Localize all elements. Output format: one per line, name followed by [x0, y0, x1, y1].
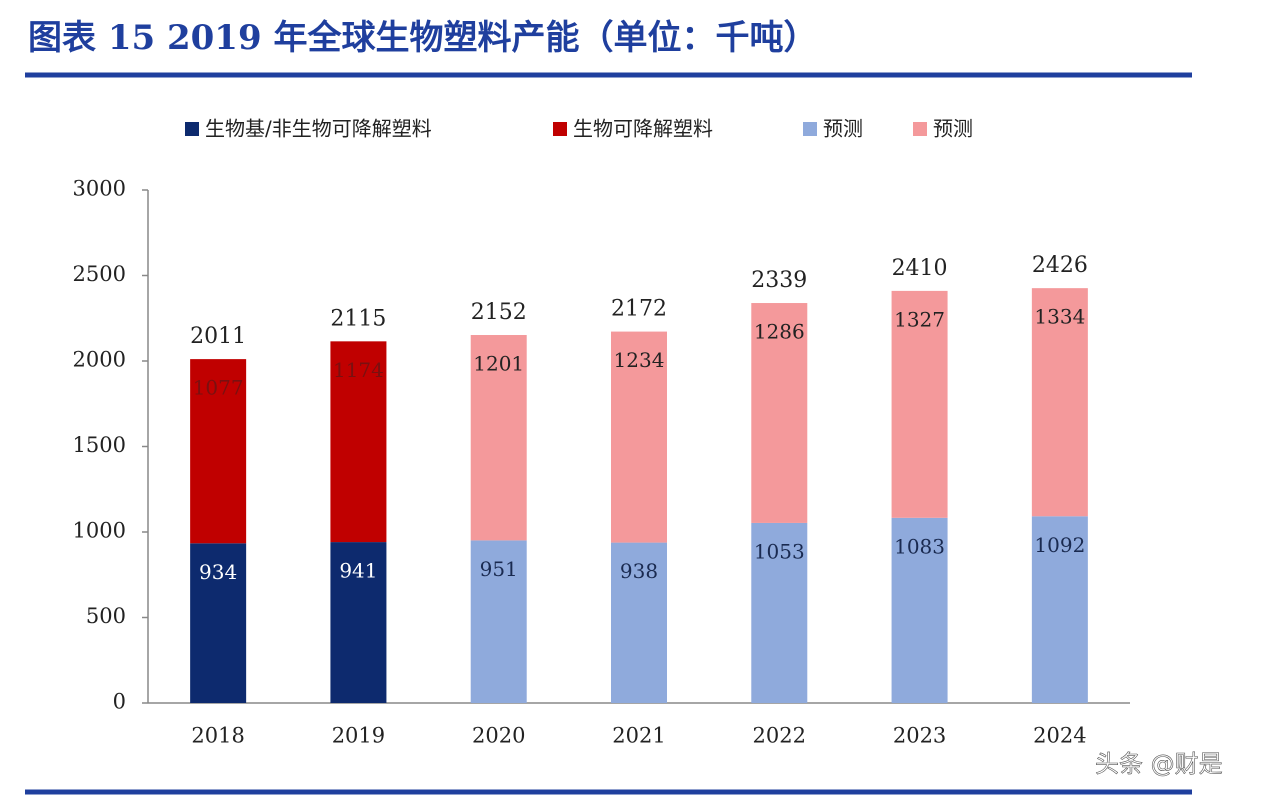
legend-label: 生物可降解塑料 — [573, 117, 713, 141]
total-label: 2339 — [751, 268, 807, 293]
bar-segment — [1031, 288, 1088, 517]
value-label: 934 — [199, 560, 237, 584]
value-label: 1174 — [333, 358, 384, 382]
bar-segment — [891, 290, 948, 518]
value-label: 938 — [620, 559, 658, 583]
value-label: 1201 — [473, 352, 524, 376]
value-label: 1234 — [614, 348, 665, 372]
value-label: 1286 — [754, 320, 805, 344]
bar-segment — [470, 540, 527, 703]
value-label: 1077 — [193, 376, 244, 400]
y-tick-label: 1000 — [73, 519, 126, 543]
y-tick-label: 500 — [86, 604, 126, 628]
x-tick-label: 2024 — [1033, 724, 1086, 748]
total-label: 2152 — [471, 300, 527, 325]
value-label: 941 — [339, 559, 377, 583]
legend-label: 预测 — [933, 117, 973, 141]
y-tick-label: 3000 — [73, 177, 126, 201]
y-tick-label: 0 — [113, 690, 126, 714]
bar-segment — [751, 522, 808, 703]
bar-segment — [1031, 516, 1088, 703]
y-tick-label: 1500 — [73, 433, 126, 457]
legend-label: 生物基/非生物可降解塑料 — [205, 117, 432, 141]
total-label: 2426 — [1032, 253, 1088, 278]
total-label: 2115 — [330, 306, 386, 331]
x-tick-label: 2021 — [612, 724, 665, 748]
watermark: 头条 @财是 — [1095, 750, 1223, 778]
bar-segment — [190, 543, 247, 703]
bar-segment — [611, 542, 667, 703]
value-label: 1327 — [894, 307, 945, 331]
legend-swatch — [913, 122, 927, 136]
x-tick-label: 2022 — [753, 724, 806, 748]
legend-swatch — [553, 122, 567, 136]
y-tick-label: 2000 — [73, 348, 126, 372]
x-tick-label: 2019 — [332, 724, 385, 748]
value-label: 1092 — [1034, 533, 1085, 557]
bar-segment — [751, 303, 808, 523]
bar-segment — [470, 335, 527, 541]
bar-segment — [891, 517, 948, 703]
x-tick-label: 2020 — [472, 724, 525, 748]
bar-segment — [190, 359, 247, 544]
y-tick-label: 2500 — [73, 262, 126, 286]
total-label: 2410 — [892, 256, 948, 281]
legend-swatch — [185, 122, 199, 136]
legend-label: 预测 — [823, 117, 863, 141]
legend-swatch — [803, 122, 817, 136]
value-label: 1083 — [894, 534, 945, 558]
bar-segment — [330, 542, 387, 703]
bar-segment — [330, 341, 387, 543]
value-label: 1053 — [754, 539, 805, 563]
x-tick-label: 2023 — [893, 724, 946, 748]
bar-segment — [611, 331, 667, 543]
chart-title: 图表 15 2019 年全球生物塑料产能（单位：千吨） — [28, 18, 817, 58]
x-tick-label: 2018 — [191, 724, 244, 748]
total-label: 2172 — [611, 297, 667, 322]
total-label: 2011 — [190, 324, 246, 349]
value-label: 951 — [480, 557, 518, 581]
value-label: 1334 — [1034, 305, 1085, 329]
